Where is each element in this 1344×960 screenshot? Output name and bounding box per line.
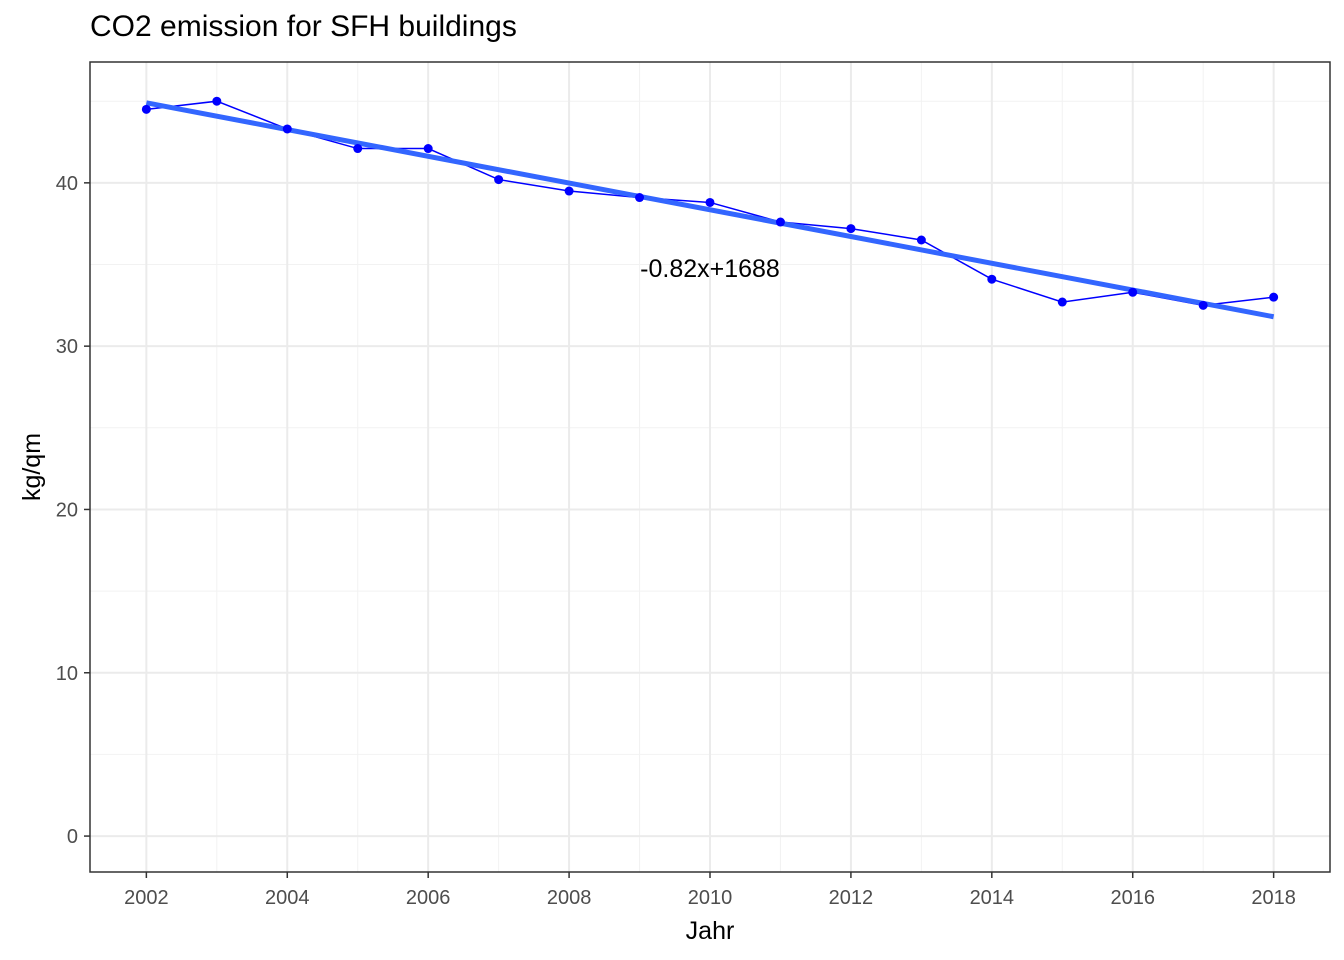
- data-point: [1128, 287, 1138, 297]
- x-tick-label: 2006: [406, 887, 451, 909]
- x-tick-label: 2002: [124, 887, 169, 909]
- data-point: [635, 193, 645, 203]
- data-point: [1198, 300, 1208, 310]
- y-tick-label: 10: [56, 663, 78, 685]
- x-tick-label: 2004: [265, 887, 310, 909]
- x-tick-label: 2012: [829, 887, 874, 909]
- y-tick-label: 40: [56, 173, 78, 195]
- data-point: [705, 197, 715, 207]
- x-tick-labels: 2002 2004 2006 2008 2010 2012 2014 2016 2018: [124, 887, 1296, 909]
- data-point: [916, 235, 926, 245]
- x-tick-label: 2014: [970, 887, 1015, 909]
- data-point: [775, 217, 785, 227]
- x-axis-title: Jahr: [686, 917, 735, 945]
- data-point: [494, 175, 504, 185]
- data-point: [212, 96, 222, 106]
- y-tick-label: 0: [67, 826, 78, 848]
- series-layer: [141, 96, 1279, 320]
- data-point: [987, 274, 997, 284]
- y-tick-label: 30: [56, 336, 78, 358]
- x-tick-label: 2010: [688, 887, 733, 909]
- trend-line: [145, 100, 1275, 320]
- data-point: [1269, 292, 1279, 302]
- data-point: [564, 186, 574, 196]
- major-gridlines: [90, 62, 1330, 872]
- data-point: [1057, 297, 1067, 307]
- data-point: [846, 224, 856, 234]
- y-tick-labels: 0 10 20 30 40: [56, 173, 78, 848]
- chart-title: CO2 emission for SFH buildings: [90, 10, 517, 43]
- x-tick-label: 2008: [547, 887, 592, 909]
- axis-ticks: [84, 182, 1275, 878]
- data-point: [282, 124, 292, 134]
- y-axis-title: kg/qm: [18, 433, 46, 501]
- y-tick-label: 20: [56, 499, 78, 521]
- regression-equation-label: -0.82x+1688: [640, 255, 780, 283]
- data-point: [141, 104, 151, 114]
- x-tick-label: 2016: [1110, 887, 1155, 909]
- data-point: [423, 144, 433, 154]
- data-point: [353, 144, 363, 154]
- x-tick-label: 2018: [1251, 887, 1296, 909]
